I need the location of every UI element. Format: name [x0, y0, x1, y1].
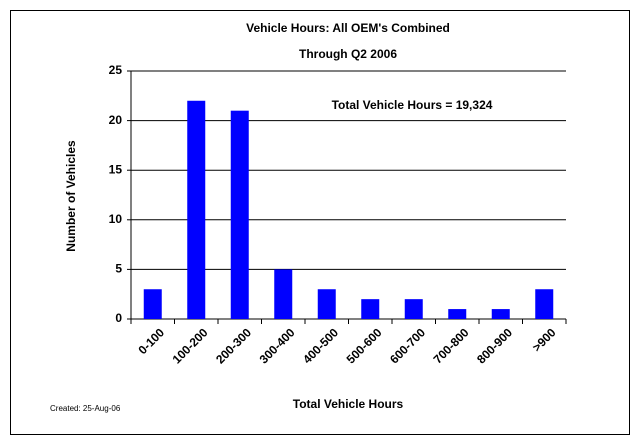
bar	[491, 309, 510, 319]
bar	[317, 289, 336, 319]
bar	[535, 289, 554, 319]
bar	[143, 289, 162, 319]
chart-subtitle: Through Q2 2006	[299, 47, 397, 61]
bar	[274, 269, 293, 319]
y-tick-label: 5	[115, 262, 122, 276]
chart-title: Vehicle Hours: All OEM's Combined	[246, 21, 450, 35]
created-note: Created: 25-Aug-06	[50, 404, 121, 413]
y-tick-label: 10	[109, 212, 123, 226]
bar	[361, 299, 380, 319]
chart-border	[10, 10, 630, 435]
bar	[404, 299, 423, 319]
x-axis-label: Total Vehicle Hours	[293, 397, 404, 411]
bar	[230, 110, 249, 320]
bar	[187, 100, 206, 319]
y-tick-label: 15	[109, 162, 123, 176]
y-tick-label: 20	[109, 113, 123, 127]
y-axis-label: Number of Vehicles	[64, 140, 78, 252]
y-tick-label: 25	[109, 63, 123, 77]
annotation: Total Vehicle Hours = 19,324	[332, 98, 493, 112]
y-tick-label: 0	[115, 311, 122, 325]
bar	[448, 309, 467, 319]
